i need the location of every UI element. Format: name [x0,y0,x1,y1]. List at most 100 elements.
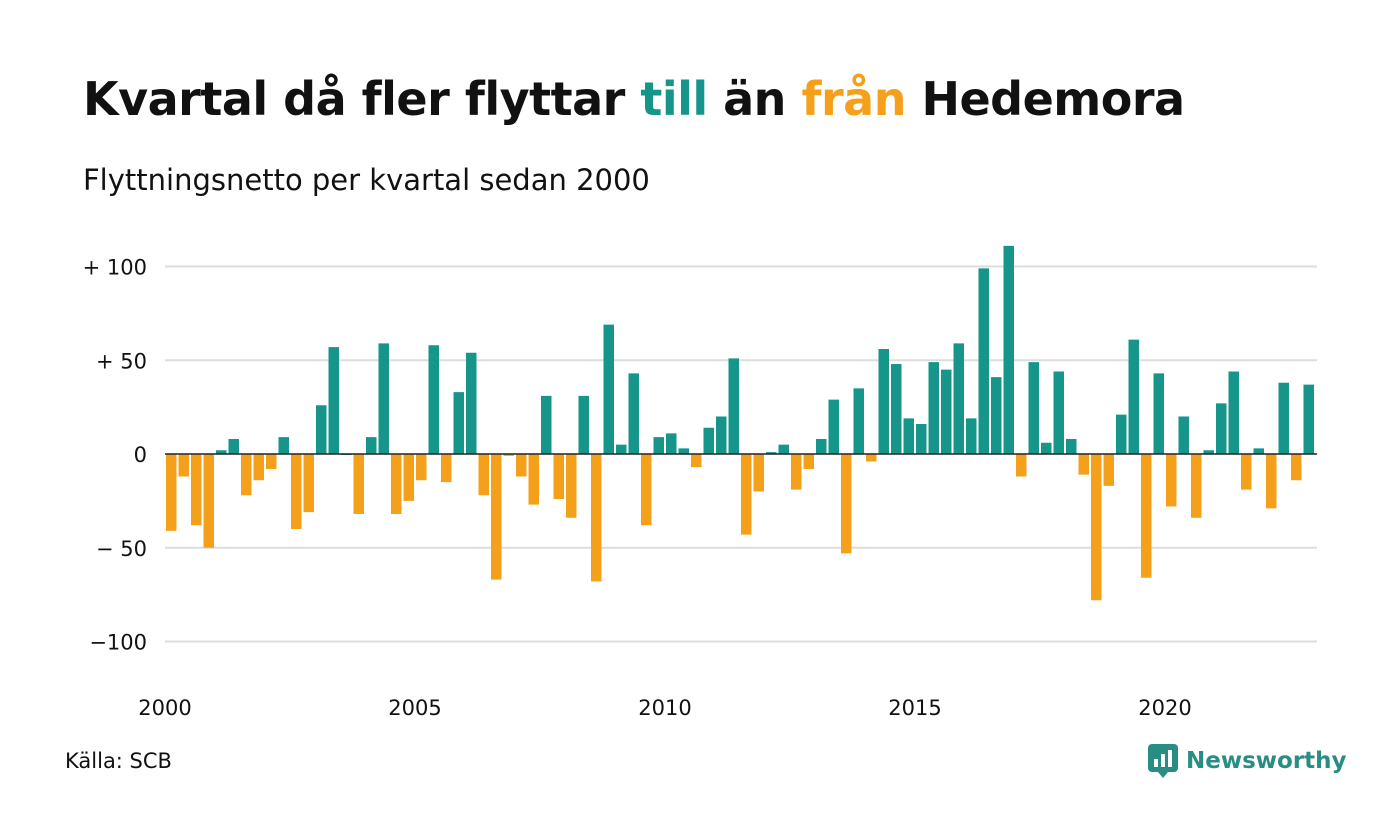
title-part-2: än [707,72,802,126]
bar [978,268,989,454]
bar [503,454,514,456]
bar [278,437,289,454]
bar [728,358,739,454]
bar [953,343,964,454]
bar [678,448,689,454]
bar [266,454,277,469]
x-tick-label: 2010 [638,696,691,720]
bar [366,437,377,454]
bar [1253,448,1264,454]
bar [891,364,902,454]
bar [1291,454,1302,481]
title-part-3: Hedemora [905,72,1185,126]
x-tick-label: 2000 [138,696,191,720]
bar [516,454,527,477]
bar [228,439,239,454]
bar [1103,454,1114,486]
bar [216,450,227,454]
title-negative-word: från [801,72,906,126]
source-note: Källa: SCB [65,749,172,773]
bar [703,427,714,454]
y-tick-label: + 50 [96,349,147,373]
bar [403,454,414,501]
bar [1091,454,1102,601]
bar [328,347,339,454]
bar [428,345,439,454]
bar [303,454,314,513]
bar [166,454,177,531]
bar [778,444,789,454]
bar [1116,414,1127,454]
bar [816,439,827,454]
bar [316,405,327,454]
bar [1278,382,1289,454]
bar [1191,454,1202,518]
bar [1266,454,1277,509]
chart-title: Kvartal då fler flyttar till än från Hed… [83,72,1185,126]
bar [1141,454,1152,578]
bar [441,454,452,483]
x-tick-label: 2015 [888,696,941,720]
bar [716,416,727,454]
bar [866,454,877,462]
bar [1028,362,1039,454]
bar [453,392,464,454]
bar [1178,416,1189,454]
bar [591,454,602,582]
y-tick-label: + 100 [83,256,147,280]
bar [928,362,939,454]
bar [1166,454,1177,507]
bar [603,324,614,454]
x-tick-label: 2020 [1138,696,1191,720]
bar [1203,450,1214,454]
bar [803,454,814,469]
bar [628,373,639,454]
bar [828,399,839,454]
bar [1041,442,1052,454]
bar [691,454,702,468]
title-positive-word: till [640,72,708,126]
bar [616,444,627,454]
bar [478,454,489,496]
bar [253,454,264,481]
bar [491,454,502,580]
bar [791,454,802,490]
bar [1153,373,1164,454]
bar [1228,371,1239,454]
bar [1066,439,1077,454]
brand-name: Newsworthy [1186,748,1347,774]
newsworthy-logo-icon [1148,744,1178,778]
bar [766,452,777,454]
chart-subtitle: Flyttningsnetto per kvartal sedan 2000 [83,163,650,197]
bar [653,437,664,454]
bar [566,454,577,518]
y-tick-label: 0 [134,443,147,467]
y-tick-label: −100 [89,631,147,655]
bar [841,454,852,554]
bar [241,454,252,496]
bar [191,454,202,526]
bar [878,349,889,454]
brand: Newsworthy [1148,744,1347,778]
bar [291,454,302,529]
bar [466,352,477,454]
bar [391,454,402,514]
bar [353,454,364,514]
bar [1053,371,1064,454]
y-tick-label: − 50 [96,537,147,561]
bar [1128,339,1139,454]
bar [1016,454,1027,477]
bar [553,454,564,499]
bar [541,395,552,454]
x-tick-label: 2005 [388,696,441,720]
bar [416,454,427,481]
bar [203,454,214,548]
title-part-1: Kvartal då fler flyttar [83,72,641,126]
bar [903,418,914,454]
bar [528,454,539,505]
bar [853,388,864,454]
bar [641,454,652,526]
bar [1241,454,1252,490]
bar [1303,384,1314,454]
